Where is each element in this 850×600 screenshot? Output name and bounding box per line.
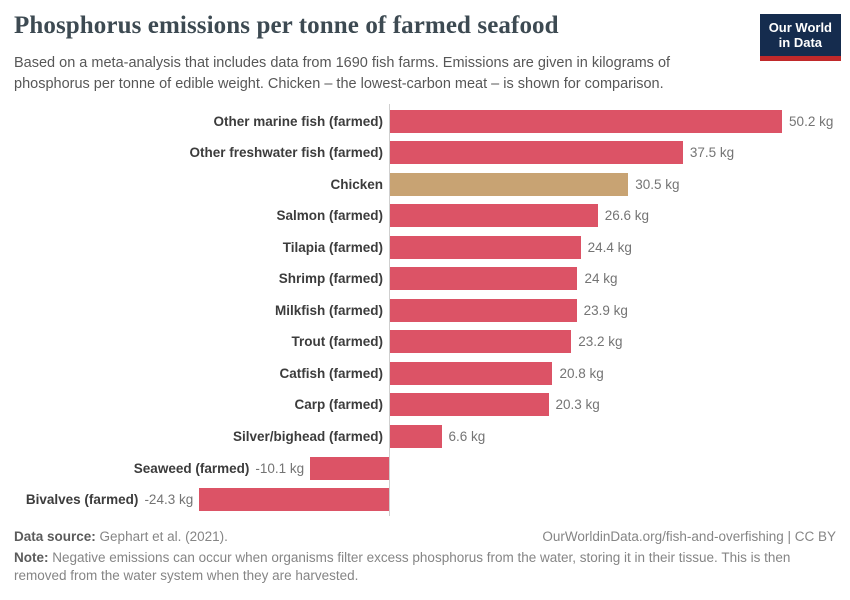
bar-row: 26.6 kg Salmon (farmed) <box>0 204 850 228</box>
data-source-label: Data source: <box>14 529 96 544</box>
zero-axis-line <box>389 104 390 516</box>
category-label: Salmon (farmed) <box>276 208 383 224</box>
owid-logo-line1: Our World <box>768 20 832 35</box>
bar-row: 50.2 kg Other marine fish (farmed) <box>0 109 850 133</box>
bar-row: 20.3 kg Carp (farmed) <box>0 393 850 417</box>
category-label: Milkfish (farmed) <box>274 302 383 318</box>
bar-row: 20.8 kg Catfish (farmed) <box>0 361 850 385</box>
bar[interactable] <box>390 172 629 196</box>
bar[interactable] <box>310 456 389 480</box>
data-source-value: Gephart et al. (2021). <box>99 529 228 544</box>
bar[interactable] <box>390 425 442 448</box>
bar-row: Seaweed (farmed) -10.1 kg <box>0 456 850 480</box>
category-label: Chicken <box>330 176 383 192</box>
value-label: 24 kg <box>584 271 618 287</box>
owid-logo[interactable]: Our World in Data <box>759 14 841 61</box>
value-label: 6.6 kg <box>448 429 486 444</box>
bar[interactable] <box>390 361 553 385</box>
value-label: 50.2 kg <box>789 113 834 129</box>
category-label: Other marine fish (farmed) <box>213 113 383 129</box>
category-label: Shrimp (farmed) <box>278 271 383 287</box>
chart-footer: Data source: Gephart et al. (2021). OurW… <box>14 529 836 585</box>
value-label: 26.6 kg <box>604 208 650 224</box>
bar-row: 30.5 kg Chicken <box>0 172 850 196</box>
bar-row: 23.2 kg Trout (farmed) <box>0 330 850 354</box>
value-label: 24.4 kg <box>587 239 632 255</box>
bar[interactable] <box>390 235 581 259</box>
bar-row: 24.4 kg Tilapia (farmed) <box>0 235 850 259</box>
value-label: 37.5 kg <box>689 145 735 161</box>
bar-row: 6.6 kg Silver/bighead (farmed) <box>0 425 850 448</box>
bar-row: Bivalves (farmed) -24.3 kg <box>0 488 850 512</box>
value-label: 20.3 kg <box>555 397 600 413</box>
bar[interactable] <box>390 393 549 417</box>
category-label: Bivalves (farmed) -24.3 kg <box>25 492 194 508</box>
value-label: 23.2 kg <box>578 334 623 350</box>
footer-link[interactable]: OurWorldinData.org/fish-and-overfishing … <box>542 529 836 544</box>
bar[interactable] <box>390 330 572 354</box>
category-label: Catfish (farmed) <box>279 365 383 381</box>
value-label: -10.1 kg <box>255 460 305 476</box>
category-label: Other freshwater fish (farmed) <box>189 145 383 161</box>
bar[interactable] <box>390 109 783 133</box>
note-label: Note: <box>14 550 49 565</box>
value-label: 30.5 kg <box>635 176 680 192</box>
bar[interactable] <box>390 141 683 165</box>
bar[interactable] <box>390 204 598 228</box>
chart-note: Note: Negative emissions can occur when … <box>14 549 836 585</box>
category-label: Tilapia (farmed) <box>282 239 383 255</box>
bar-row: 24 kg Shrimp (farmed) <box>0 267 850 291</box>
bar[interactable] <box>390 267 578 291</box>
category-label: Trout (farmed) <box>291 334 383 350</box>
value-label: 23.9 kg <box>583 302 628 318</box>
bar-row: 37.5 kg Other freshwater fish (farmed) <box>0 141 850 165</box>
owid-logo-line2: in Data <box>778 35 823 51</box>
value-label: 20.8 kg <box>559 365 604 381</box>
bar-row: 23.9 kg Milkfish (farmed) <box>0 298 850 322</box>
page-title: Phosphorus emissions per tonne of farmed… <box>14 12 559 39</box>
bar[interactable] <box>199 488 389 512</box>
bar[interactable] <box>390 298 577 322</box>
note-text: Negative emissions can occur when organi… <box>14 550 791 584</box>
chart-subtitle: Based on a meta-analysis that includes d… <box>14 55 671 93</box>
value-label: -24.3 kg <box>144 492 194 508</box>
category-label: Carp (farmed) <box>294 397 383 413</box>
category-label: Silver/bighead (farmed) <box>232 429 383 444</box>
category-label: Seaweed (farmed) -10.1 kg <box>133 460 305 476</box>
data-source: Data source: Gephart et al. (2021). <box>14 529 228 544</box>
